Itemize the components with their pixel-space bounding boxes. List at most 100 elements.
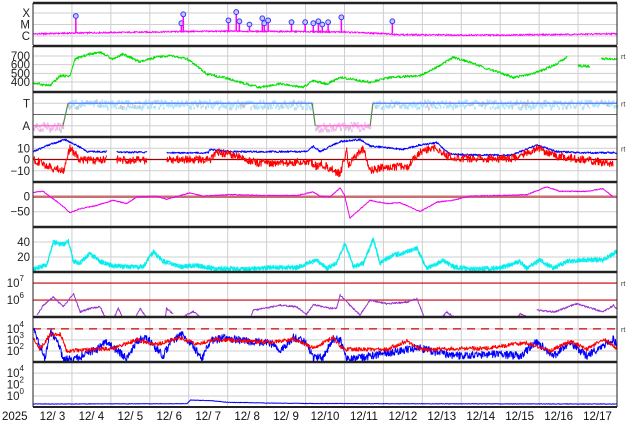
sector-scatter-point — [562, 106, 564, 110]
flare-marker — [265, 17, 272, 24]
y-tick-label: 600 — [11, 60, 30, 72]
sector-scatter-point — [428, 106, 430, 111]
sector-scatter-point — [473, 100, 475, 103]
sector-scatter-point — [436, 106, 439, 110]
sector-scatter-point — [40, 128, 43, 132]
sector-scatter-point — [517, 105, 520, 110]
sector-scatter-point — [282, 102, 284, 106]
y-tick-label: 107 — [7, 274, 25, 290]
sector-scatter-point — [344, 122, 346, 127]
sector-scatter-point — [302, 106, 305, 109]
sector-scatter-point — [615, 104, 617, 108]
sector-scatter-point — [488, 99, 491, 102]
sector-scatter-point — [587, 99, 590, 103]
sector-scatter-point — [39, 125, 41, 128]
realtime-label: rt — [621, 281, 625, 288]
sector-scatter-point — [552, 100, 555, 104]
sector-scatter-point — [71, 99, 73, 102]
y-tick-label: 0 — [24, 192, 30, 204]
sector-scatter-point — [212, 106, 214, 110]
sector-scatter-point — [584, 99, 587, 102]
sector-scatter-point — [240, 102, 243, 107]
sector-scatter-point — [154, 105, 157, 110]
xray-flux-line — [32, 29, 618, 37]
y-tick-label: 0 — [24, 155, 30, 167]
sector-scatter-point — [308, 105, 311, 109]
y-tick-label: 20 — [17, 252, 30, 264]
sector-scatter-point — [103, 100, 106, 104]
sector-scatter-point — [230, 106, 233, 111]
sector-scatter-point — [48, 126, 51, 131]
sector-scatter-point — [344, 127, 347, 131]
sector-scatter-point — [383, 106, 385, 111]
sector-scatter-point — [391, 106, 394, 109]
sector-scatter-point — [573, 105, 575, 108]
sector-scatter-point — [277, 103, 280, 107]
sector-scatter-point — [474, 106, 476, 110]
sector-scatter-point — [165, 100, 167, 105]
sector-scatter-point — [417, 102, 419, 106]
sector-scatter-point — [38, 129, 41, 132]
sector-scatter-point — [570, 99, 573, 102]
sector-scatter-point — [506, 105, 509, 108]
sector-scatter-point — [114, 104, 117, 108]
sector-scatter-point — [190, 106, 192, 110]
sector-scatter-point — [529, 105, 531, 108]
sector-scatter-point — [466, 99, 468, 102]
sector-scatter-point — [435, 106, 437, 110]
sector-scatter-point — [423, 102, 426, 106]
sector-scatter-point — [495, 106, 498, 109]
sector-scatter-point — [503, 106, 506, 110]
sector-scatter-point — [452, 106, 454, 111]
sector-scatter-point — [239, 102, 241, 107]
sector-scatter-point — [307, 104, 309, 107]
sector-scatter-point — [563, 103, 566, 107]
sector-scatter-point — [270, 103, 273, 107]
sector-scatter-point — [390, 99, 393, 103]
sector-scatter-point — [545, 103, 548, 108]
tick-exponent: 6 — [20, 291, 25, 300]
sector-scatter-point — [486, 99, 489, 102]
tick-base: 10 — [7, 380, 20, 392]
sector-scatter-point — [60, 129, 62, 133]
sector-scatter-point — [404, 103, 407, 107]
sector-scatter-point — [364, 122, 366, 126]
sector-scatter-point — [230, 104, 232, 107]
sector-scatter-point — [96, 99, 98, 104]
sector-scatter-point — [516, 99, 518, 102]
sector-scatter-point — [434, 105, 437, 108]
sector-scatter-point — [496, 103, 499, 106]
y-tick-label: −50 — [10, 207, 30, 219]
sector-scatter-point — [463, 105, 466, 110]
sector-scatter-point — [240, 105, 242, 110]
sector-scatter-point — [462, 103, 465, 107]
sector-scatter-point — [541, 102, 543, 106]
sector-scatter-point — [601, 99, 603, 104]
axis-labels: XMC700600500400rtTArt100−10rt0−504020107… — [2, 8, 625, 423]
sector-scatter-point — [279, 106, 281, 109]
sector-scatter-point — [519, 107, 521, 111]
tick-exponent: 4 — [20, 320, 25, 329]
sector-scatter-point — [357, 122, 359, 125]
sector-scatter-point — [582, 106, 584, 111]
sector-scatter-point — [561, 102, 563, 106]
y-tick-label: 104 — [7, 320, 25, 336]
sector-scatter-point — [62, 125, 65, 130]
sector-scatter-point — [611, 102, 613, 106]
sector-scatter-point — [369, 126, 372, 129]
sector-scatter-point — [377, 101, 380, 104]
sector-scatter-point — [460, 103, 462, 107]
sector-scatter-point — [456, 104, 459, 108]
sector-scatter-point — [201, 100, 203, 104]
sector-scatter-point — [407, 106, 409, 110]
sector-scatter-point — [353, 121, 356, 125]
sector-scatter-point — [428, 100, 431, 103]
sector-scatter-point — [607, 103, 609, 107]
sector-scatter-point — [82, 103, 84, 107]
sector-scatter-point — [171, 102, 174, 107]
sector-scatter-point — [322, 128, 324, 133]
sector-scatter-point — [212, 104, 215, 107]
sector-scatter-point — [292, 102, 294, 107]
sector-scatter-point — [267, 105, 269, 110]
sector-scatter-point — [71, 103, 74, 107]
